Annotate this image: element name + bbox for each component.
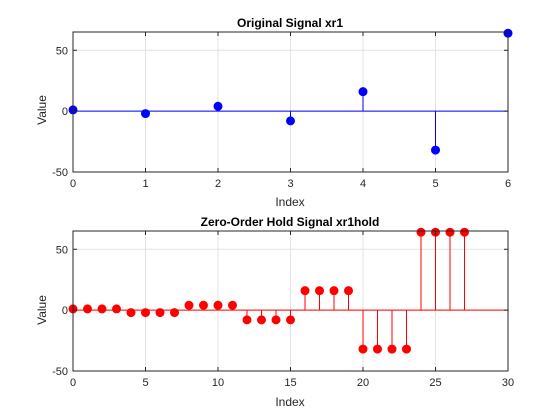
y-tick-label: 0	[62, 305, 68, 317]
data-point	[142, 110, 150, 118]
data-point	[287, 117, 295, 125]
x-tick-label: 20	[357, 377, 369, 389]
y-tick-label: 50	[56, 45, 68, 57]
data-point	[243, 316, 251, 324]
data-point	[403, 345, 411, 353]
plot-title: Original Signal xr1	[237, 16, 343, 30]
data-point	[461, 228, 469, 236]
x-tick-label: 1	[142, 178, 148, 190]
data-point	[359, 88, 367, 96]
data-point	[316, 287, 324, 295]
data-point	[417, 228, 425, 236]
x-tick-label: 6	[505, 178, 511, 190]
data-point	[446, 228, 454, 236]
data-point	[113, 305, 121, 313]
x-tick-label: 5	[142, 377, 148, 389]
data-point	[258, 316, 266, 324]
data-point	[127, 309, 135, 317]
x-tick-label: 3	[287, 178, 293, 190]
x-tick-label: 15	[284, 377, 296, 389]
data-point	[374, 345, 382, 353]
y-axis-label: Value	[35, 295, 49, 325]
x-axis-label: Index	[275, 395, 304, 409]
y-axis-label: Value	[35, 95, 49, 125]
y-tick-label: 0	[62, 106, 68, 118]
y-tick-label: -50	[52, 167, 68, 179]
data-point	[98, 305, 106, 313]
x-axis-label: Index	[275, 195, 304, 209]
data-point	[156, 309, 164, 317]
x-tick-label: 0	[70, 377, 76, 389]
data-point	[287, 316, 295, 324]
data-point	[345, 287, 353, 295]
y-tick-label: 50	[56, 244, 68, 256]
data-point	[432, 146, 440, 154]
data-point	[142, 309, 150, 317]
x-tick-label: 30	[502, 377, 514, 389]
data-point	[229, 301, 237, 309]
x-tick-label: 5	[432, 178, 438, 190]
data-point	[200, 301, 208, 309]
x-tick-label: 25	[429, 377, 441, 389]
x-tick-label: 10	[212, 377, 224, 389]
data-point	[84, 305, 92, 313]
data-point	[272, 316, 280, 324]
data-point	[185, 301, 193, 309]
x-tick-label: 4	[360, 178, 366, 190]
data-point	[214, 301, 222, 309]
plot-title: Zero-Order Hold Signal xr1hold	[201, 215, 380, 229]
data-point	[171, 309, 179, 317]
y-tick-label: -50	[52, 366, 68, 378]
data-point	[301, 287, 309, 295]
data-point	[359, 345, 367, 353]
data-point	[388, 345, 396, 353]
x-tick-label: 2	[215, 178, 221, 190]
x-tick-label: 0	[70, 178, 76, 190]
data-point	[214, 102, 222, 110]
data-point	[330, 287, 338, 295]
